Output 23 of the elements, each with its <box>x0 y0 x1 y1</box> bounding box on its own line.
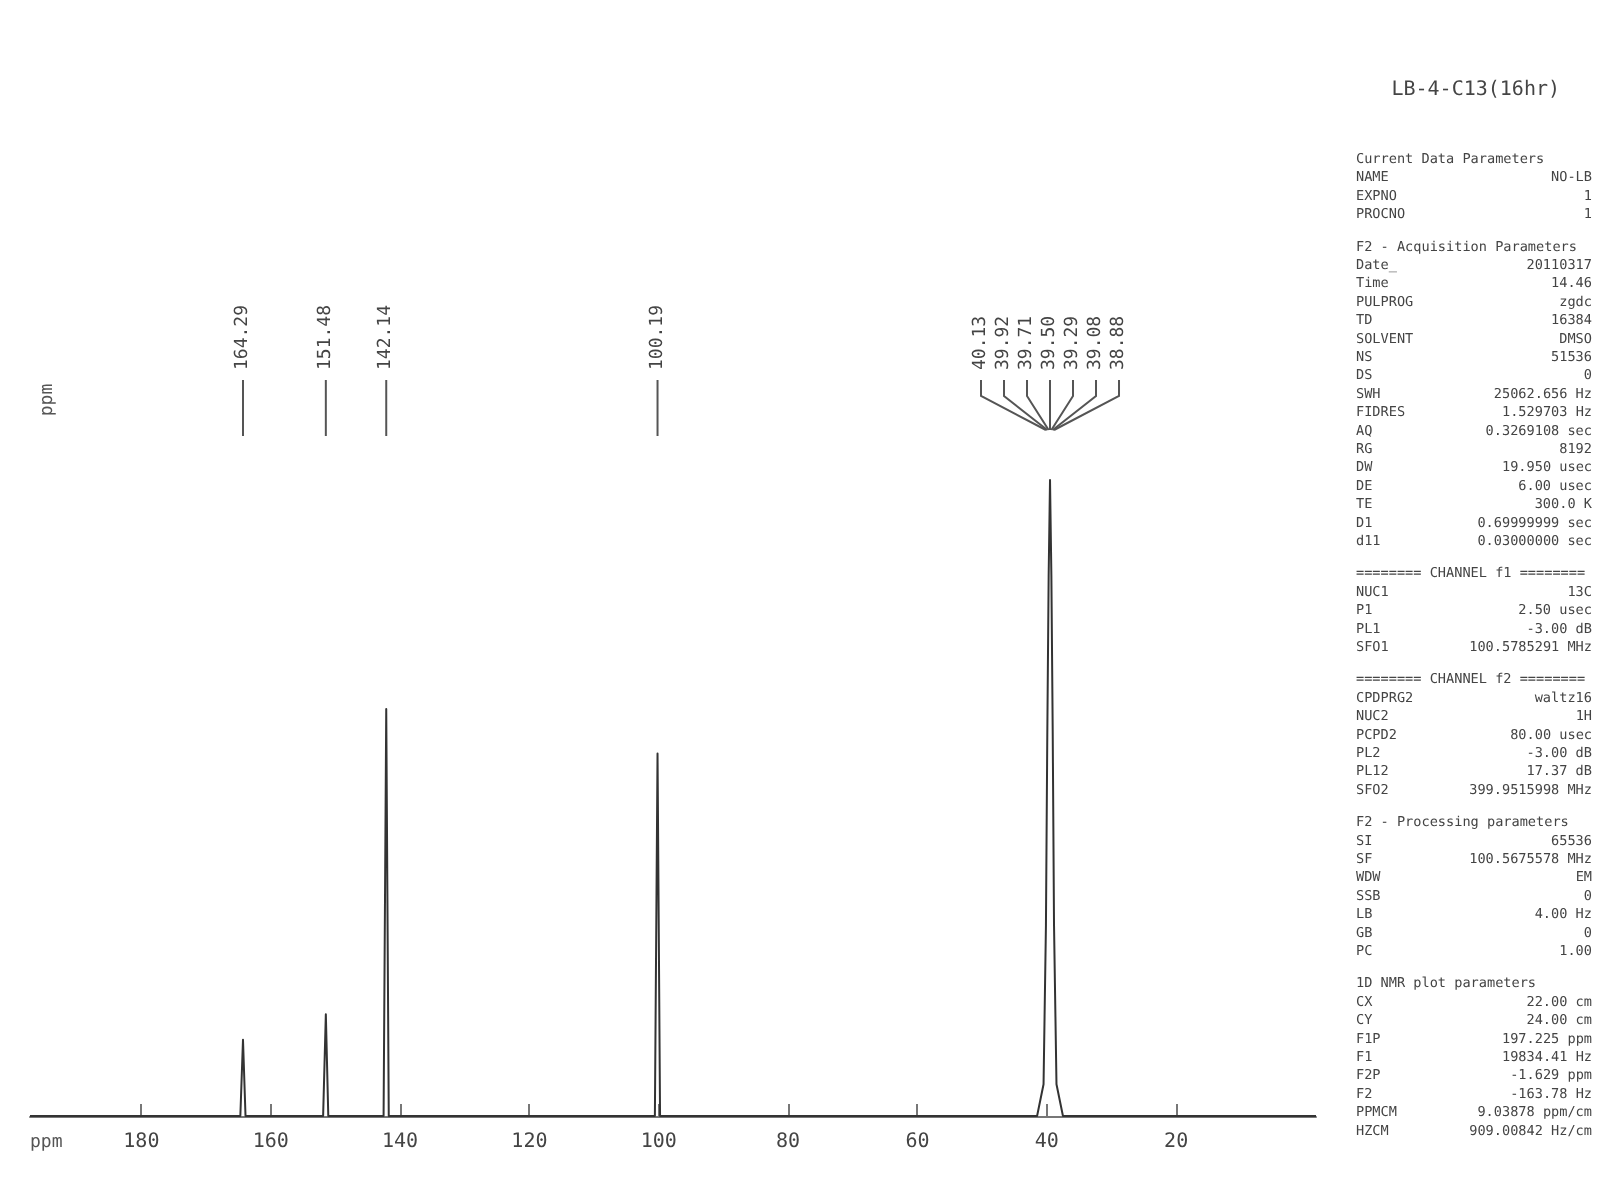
x-tick-label: 100 <box>640 1131 677 1153</box>
annotation: 39.92 <box>994 315 1015 370</box>
annotation: 40.13 <box>971 315 992 370</box>
annotation: 38.88 <box>1109 315 1130 370</box>
x-tick-label: 40 <box>1034 1131 1059 1153</box>
x-tick-label: 180 <box>123 1131 160 1153</box>
annotation: 100.19 <box>647 304 668 370</box>
annotation: 39.08 <box>1086 315 1107 370</box>
annotation: 39.50 <box>1040 315 1061 370</box>
x-tick-label: 140 <box>382 1131 419 1153</box>
x-axis-title: ppm <box>30 1133 63 1153</box>
x-tick-label: 80 <box>776 1131 801 1153</box>
annotation: 142.14 <box>376 304 397 370</box>
annotation: 39.29 <box>1063 315 1084 370</box>
x-tick-label: 60 <box>905 1131 930 1153</box>
annotation: 164.29 <box>232 304 253 370</box>
y-axis-title: ppm <box>38 383 58 417</box>
annotation: 39.71 <box>1017 315 1038 370</box>
text: LB-4-C13(16hr) <box>1391 79 1561 101</box>
x-tick-label: 160 <box>252 1131 289 1153</box>
annotation: 151.48 <box>315 304 336 370</box>
x-tick-label: 120 <box>511 1131 548 1153</box>
x-tick-label: 20 <box>1164 1131 1189 1153</box>
